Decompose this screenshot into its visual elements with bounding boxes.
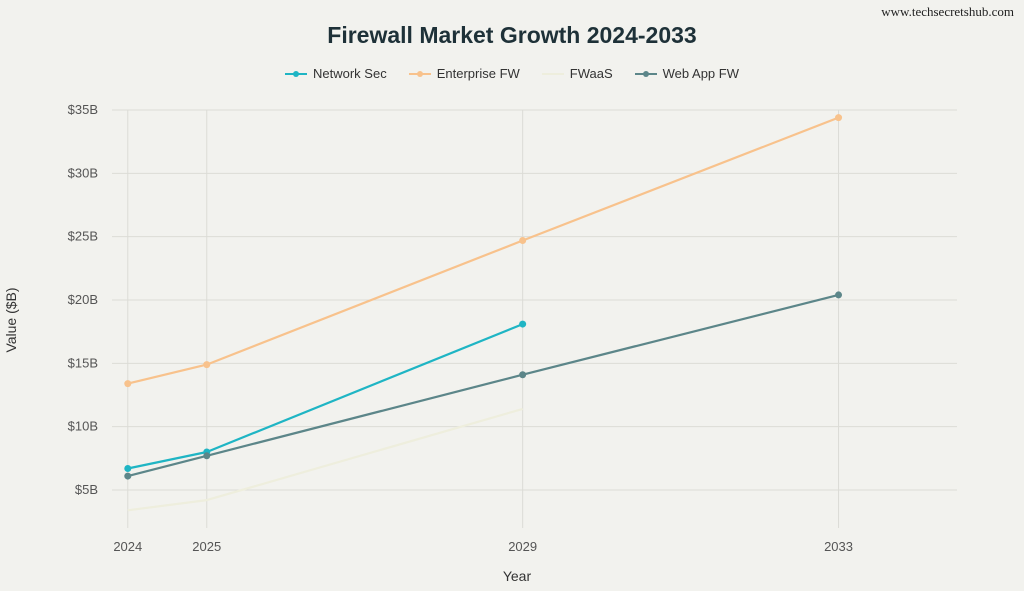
series-line-web-app-fw	[127, 293, 839, 478]
legend-item[interactable]: Enterprise FW	[408, 66, 520, 81]
site-watermark: www.techsecretshub.com	[881, 4, 1014, 19]
data-point-network-sec	[124, 464, 132, 472]
y-tick-label: $15B	[68, 355, 98, 370]
y-tick-label: $10B	[68, 419, 98, 434]
y-tick-label: $30B	[68, 165, 98, 180]
x-tick-label: 2024	[113, 539, 142, 554]
legend-label: Web App FW	[662, 66, 739, 81]
legend-label: FWaaS	[569, 66, 613, 81]
legend-item[interactable]: FWaaS	[541, 66, 613, 81]
data-point-enterprise-fw	[519, 236, 527, 244]
legend-swatch-icon	[408, 68, 431, 80]
series-line-network-sec	[127, 323, 524, 470]
y-tick-label: $25B	[68, 229, 98, 244]
x-tick-label: 2029	[508, 539, 537, 554]
chart-title: Firewall Market Growth 2024-2033	[327, 22, 697, 48]
x-tick-label: 2025	[192, 539, 221, 554]
tick-labels: $5B $10B $15B $20B $25B $30B $35B 2024 2025 2029 2…	[68, 102, 853, 554]
data-point-enterprise-fw	[835, 114, 843, 122]
data-point-network-sec	[519, 320, 527, 328]
legend-label: Enterprise FW	[436, 66, 520, 81]
grid-lines	[112, 109, 957, 528]
y-tick-label: $5B	[75, 482, 98, 497]
y-tick-label: $35B	[68, 102, 98, 117]
legend-item[interactable]: Network Sec	[285, 66, 387, 81]
series-lines	[124, 114, 843, 512]
legend-label: Network Sec	[313, 66, 387, 81]
data-point-web-app-fw	[124, 472, 132, 480]
legend-item[interactable]: Web App FW	[634, 66, 739, 81]
x-tick-label: 2033	[824, 539, 853, 554]
data-point-web-app-fw	[203, 452, 211, 460]
y-tick-label: $20B	[68, 292, 98, 307]
series-line-fwaas	[127, 407, 524, 512]
data-point-enterprise-fw	[203, 361, 211, 369]
x-axis-title: Year	[503, 568, 532, 584]
data-point-web-app-fw	[835, 291, 843, 299]
legend-swatch-icon	[541, 68, 564, 80]
legend-swatch-icon	[285, 68, 307, 80]
chart-legend: Network Sec Enterprise FW FWaaS Web App FW	[0, 66, 1024, 81]
series-line-enterprise-fw	[127, 116, 839, 385]
data-point-enterprise-fw	[124, 380, 132, 388]
y-axis-title: Value ($B)	[3, 287, 19, 352]
data-point-web-app-fw	[519, 371, 527, 379]
legend-swatch-icon	[634, 68, 657, 80]
